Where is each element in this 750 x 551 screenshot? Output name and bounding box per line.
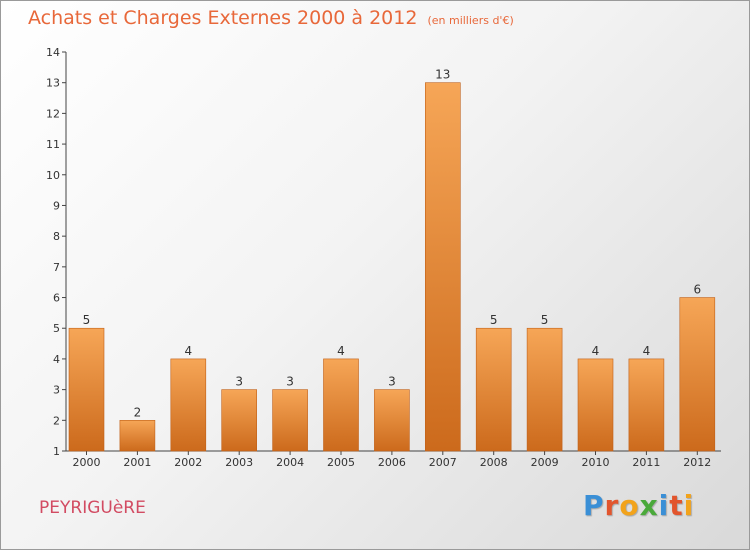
chart-bars: 5 2 4 3 3 4 3 13 5 5 4 4 6 bbox=[68, 68, 716, 452]
place-name: PEYRIGUèRE bbox=[39, 498, 146, 518]
x-tick-label: 2007 bbox=[429, 456, 457, 469]
y-tick-label: 6 bbox=[53, 292, 60, 305]
logo-letter: i bbox=[683, 489, 695, 522]
logo-letter: t bbox=[669, 489, 684, 522]
y-tick-label: 4 bbox=[53, 353, 60, 366]
bar-value-label: 3 bbox=[235, 375, 243, 389]
x-tick-label: 2002 bbox=[174, 456, 202, 469]
y-tick-label: 9 bbox=[53, 199, 60, 212]
bar-2011 bbox=[628, 358, 665, 452]
x-tick-label: 2012 bbox=[683, 456, 711, 469]
x-tick-label: 2006 bbox=[378, 456, 406, 469]
bar-2006 bbox=[374, 389, 410, 452]
y-tick-label: 13 bbox=[46, 77, 60, 90]
bar-value-label: 13 bbox=[435, 68, 450, 82]
y-tick-label: 11 bbox=[46, 138, 60, 151]
bar-value-label: 6 bbox=[693, 283, 701, 297]
bar-value-label: 4 bbox=[337, 344, 345, 358]
bar-value-label: 3 bbox=[286, 375, 294, 389]
bar-2007 bbox=[424, 82, 461, 452]
y-tick-label: 8 bbox=[53, 230, 60, 243]
bar-2009 bbox=[526, 327, 563, 452]
chart-subtitle: (en milliers d'€) bbox=[427, 14, 514, 27]
logo-letter: o bbox=[619, 489, 640, 522]
bar-value-label: 4 bbox=[643, 344, 651, 358]
x-tick-label: 2011 bbox=[632, 456, 660, 469]
bar-value-label: 5 bbox=[541, 313, 549, 327]
y-tick-label: 5 bbox=[53, 322, 60, 335]
bar-value-label: 4 bbox=[184, 344, 192, 358]
x-tick-label: 2009 bbox=[531, 456, 559, 469]
bar-2005 bbox=[323, 358, 359, 452]
y-tick-label: 7 bbox=[53, 261, 60, 274]
logo-letter: x bbox=[639, 489, 659, 522]
bar-2008 bbox=[475, 327, 512, 452]
y-tick-label: 12 bbox=[46, 107, 60, 120]
x-tick-label: 2001 bbox=[123, 456, 151, 469]
bar-2001 bbox=[119, 420, 156, 452]
logo-letter: P bbox=[583, 489, 605, 522]
x-tick-label: 2004 bbox=[276, 456, 304, 469]
x-tick-label: 2005 bbox=[327, 456, 355, 469]
bar-2004 bbox=[272, 389, 308, 452]
bar-2012 bbox=[679, 297, 716, 452]
x-tick-label: 2010 bbox=[582, 456, 610, 469]
bar-value-label: 2 bbox=[134, 405, 142, 419]
chart-title-text: Achats et Charges Externes 2000 à 2012 bbox=[28, 7, 418, 29]
bar-2002 bbox=[170, 358, 207, 452]
bar-value-label: 5 bbox=[83, 313, 91, 327]
x-tick-label: 2003 bbox=[225, 456, 253, 469]
y-tick-label: 10 bbox=[46, 169, 60, 182]
y-tick-label: 1 bbox=[53, 445, 60, 458]
proxiti-logo: Proxiti bbox=[583, 489, 694, 522]
bar-value-label: 5 bbox=[490, 313, 498, 327]
bar-2000 bbox=[68, 327, 105, 452]
bar-2003 bbox=[221, 389, 257, 452]
x-tick-label: 2008 bbox=[480, 456, 508, 469]
logo-letter: i bbox=[658, 489, 670, 522]
y-tick-label: 3 bbox=[53, 384, 60, 397]
bar-2010 bbox=[577, 358, 614, 452]
y-tick-label: 2 bbox=[53, 414, 60, 427]
bar-value-label: 4 bbox=[592, 344, 600, 358]
y-tick-label: 14 bbox=[46, 46, 60, 59]
bar-value-label: 3 bbox=[388, 375, 396, 389]
logo-letter: r bbox=[604, 489, 620, 522]
x-tick-label: 2000 bbox=[73, 456, 101, 469]
chart-title: Achats et Charges Externes 2000 à 2012 (e… bbox=[28, 7, 514, 29]
